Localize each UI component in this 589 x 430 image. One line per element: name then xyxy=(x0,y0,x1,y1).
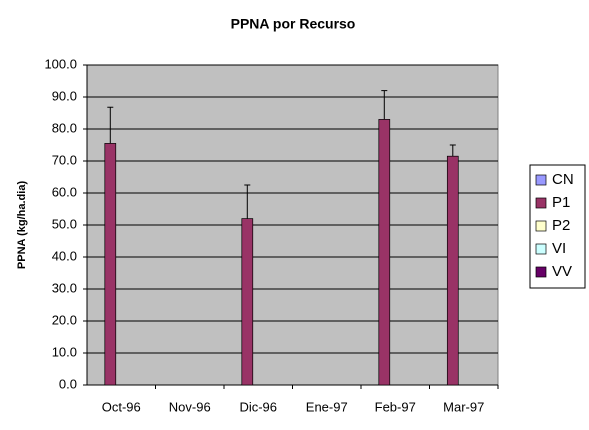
y-tick-label: 20.0 xyxy=(52,312,77,327)
legend-swatch xyxy=(535,220,547,232)
legend-label: VI xyxy=(552,240,566,257)
y-tick-label: 60.0 xyxy=(52,184,77,199)
legend-swatch xyxy=(535,174,547,186)
y-tick-label: 90.0 xyxy=(52,88,77,103)
x-tick-label: Dic-96 xyxy=(239,399,277,414)
y-tick-label: 80.0 xyxy=(52,120,77,135)
bar xyxy=(378,119,391,386)
y-tick-label: 30.0 xyxy=(52,280,77,295)
legend-label: P1 xyxy=(552,194,570,211)
chart-title: PPNA por Recurso xyxy=(231,16,356,32)
bar xyxy=(446,155,459,386)
x-tick-label: Ene-97 xyxy=(306,399,348,414)
legend-swatch xyxy=(535,197,547,209)
legend-label: P2 xyxy=(552,217,570,234)
x-tick-label: Feb-97 xyxy=(375,399,416,414)
y-tick-label: 10.0 xyxy=(52,344,77,359)
x-tick-label: Mar-97 xyxy=(443,399,484,414)
bar xyxy=(104,143,117,386)
y-tick-label: 50.0 xyxy=(52,216,77,231)
x-tick-label: Nov-96 xyxy=(169,399,211,414)
y-axis-label: PPNA (kg/ha.dia) xyxy=(16,181,28,270)
x-tick-label: Oct-96 xyxy=(102,399,141,414)
y-tick-label: 0.0 xyxy=(59,376,77,391)
legend-label: VV xyxy=(552,263,572,280)
y-tick-label: 40.0 xyxy=(52,248,77,263)
legend-swatch xyxy=(535,243,547,255)
y-tick-label: 70.0 xyxy=(52,152,77,167)
legend-swatch xyxy=(535,266,547,278)
legend-label: CN xyxy=(552,171,574,188)
bar xyxy=(241,218,254,386)
y-tick-label: 100.0 xyxy=(44,56,77,71)
